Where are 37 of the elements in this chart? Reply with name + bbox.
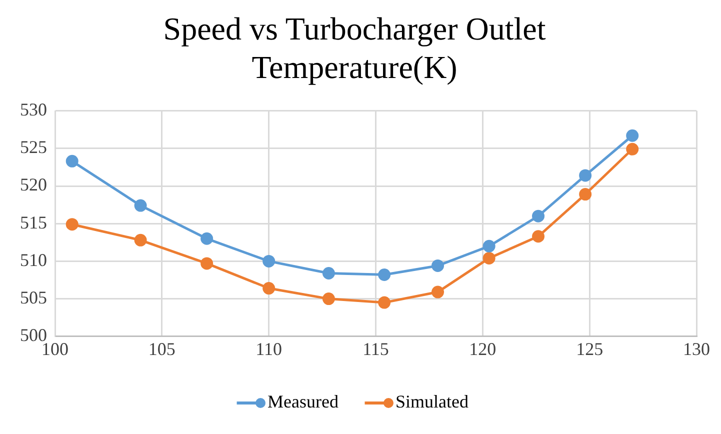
point (432, 259, 444, 272)
x-tick-label: 115 (362, 338, 389, 359)
point (378, 296, 391, 309)
point (134, 199, 147, 212)
point (322, 266, 335, 280)
point (322, 292, 335, 306)
point (200, 257, 214, 270)
y-tick-label: 510 (20, 250, 47, 270)
point (626, 129, 639, 142)
point (532, 230, 545, 243)
x-tick-label: 125 (576, 338, 604, 359)
point (482, 252, 496, 264)
point (134, 234, 147, 246)
legend-label: Simulated (395, 392, 468, 412)
x-tick-label: 120 (469, 338, 496, 359)
legend-label: Measured (268, 392, 338, 412)
y-tick-label: 520 (20, 174, 47, 195)
point (200, 232, 214, 245)
point (378, 268, 391, 281)
point (579, 169, 592, 182)
chart-title: Speed vs Turbocharger Outlet Temperature(K) (163, 10, 546, 86)
point (66, 154, 78, 168)
point (432, 286, 444, 298)
point (579, 188, 592, 201)
y-tick-label: 515 (20, 212, 47, 232)
y-tick-label: 505 (20, 288, 47, 308)
y-tick-label: 525 (20, 137, 47, 158)
point (626, 142, 639, 156)
x-tick-label: 105 (148, 338, 176, 359)
point (66, 218, 78, 231)
x-tick-label: 110 (256, 338, 282, 359)
point (262, 282, 276, 295)
x-tick-label: 130 (683, 338, 710, 359)
point (262, 254, 276, 268)
point (532, 210, 545, 222)
point (482, 240, 496, 252)
y-tick-label: 530 (20, 100, 47, 120)
